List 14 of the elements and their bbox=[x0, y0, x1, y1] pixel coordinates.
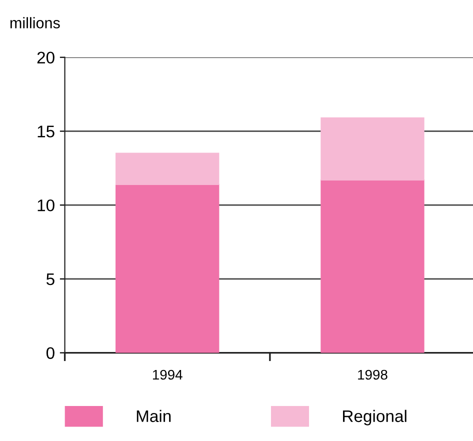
x-tick-label: 1998 bbox=[358, 370, 388, 380]
y-tick-label: 15 bbox=[38, 126, 54, 138]
y-tick-label: 0 bbox=[46, 347, 54, 360]
y-tick-label: 20 bbox=[37, 52, 54, 64]
bar bbox=[116, 152, 220, 185]
y-tick-label: 10 bbox=[38, 199, 54, 212]
legend-label: Regional bbox=[343, 410, 406, 426]
bar bbox=[320, 117, 424, 181]
x-tick-label: 1994 bbox=[152, 370, 182, 380]
legend-label: Main bbox=[136, 410, 171, 422]
y-tick-label: 5 bbox=[46, 274, 54, 286]
y-axis-title: millions bbox=[10, 17, 60, 28]
bar bbox=[320, 179, 424, 353]
bar bbox=[116, 184, 220, 353]
